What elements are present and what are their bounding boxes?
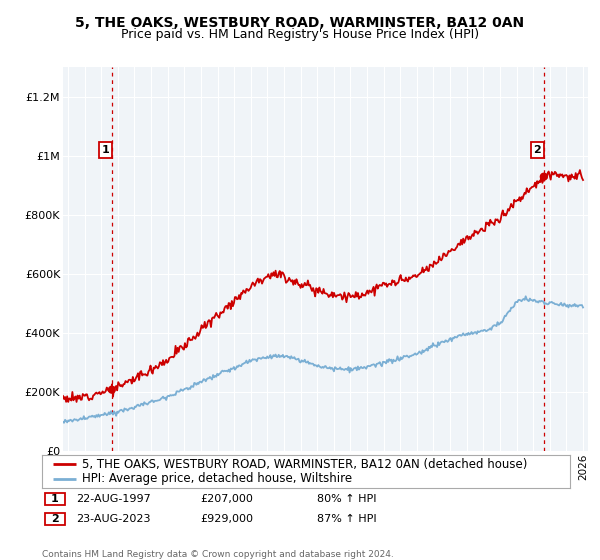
Text: 2: 2 bbox=[51, 514, 59, 524]
FancyBboxPatch shape bbox=[44, 493, 65, 505]
FancyBboxPatch shape bbox=[44, 513, 65, 525]
Text: 5, THE OAKS, WESTBURY ROAD, WARMINSTER, BA12 0AN (detached house): 5, THE OAKS, WESTBURY ROAD, WARMINSTER, … bbox=[82, 458, 527, 470]
Text: HPI: Average price, detached house, Wiltshire: HPI: Average price, detached house, Wilt… bbox=[82, 473, 352, 486]
Text: 1: 1 bbox=[51, 494, 59, 504]
Point bbox=[107, 385, 116, 394]
Text: 5, THE OAKS, WESTBURY ROAD, WARMINSTER, BA12 0AN: 5, THE OAKS, WESTBURY ROAD, WARMINSTER, … bbox=[76, 16, 524, 30]
Text: Contains HM Land Registry data © Crown copyright and database right 2024.
This d: Contains HM Land Registry data © Crown c… bbox=[42, 550, 394, 560]
Text: 80% ↑ HPI: 80% ↑ HPI bbox=[317, 494, 376, 504]
Text: £929,000: £929,000 bbox=[200, 514, 253, 524]
Text: 2: 2 bbox=[533, 145, 541, 155]
Text: Price paid vs. HM Land Registry's House Price Index (HPI): Price paid vs. HM Land Registry's House … bbox=[121, 28, 479, 41]
Point bbox=[539, 172, 548, 181]
Text: £207,000: £207,000 bbox=[200, 494, 253, 504]
Text: 23-AUG-2023: 23-AUG-2023 bbox=[76, 514, 151, 524]
Text: 87% ↑ HPI: 87% ↑ HPI bbox=[317, 514, 376, 524]
Text: 1: 1 bbox=[101, 145, 109, 155]
Text: 22-AUG-1997: 22-AUG-1997 bbox=[76, 494, 151, 504]
